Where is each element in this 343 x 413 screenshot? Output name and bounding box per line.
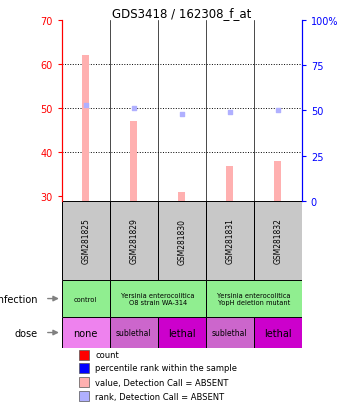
FancyBboxPatch shape [79, 363, 89, 373]
FancyBboxPatch shape [62, 280, 110, 317]
Text: sublethal: sublethal [212, 328, 248, 337]
FancyBboxPatch shape [110, 202, 158, 280]
Bar [82, 56, 89, 202]
Bar [226, 166, 233, 202]
Text: lethal: lethal [264, 328, 292, 338]
FancyBboxPatch shape [110, 317, 158, 348]
FancyBboxPatch shape [254, 202, 302, 280]
FancyBboxPatch shape [158, 317, 206, 348]
Text: GSM281832: GSM281832 [273, 218, 282, 264]
Text: percentile rank within the sample: percentile rank within the sample [95, 363, 237, 373]
FancyBboxPatch shape [206, 280, 302, 317]
Bar [274, 162, 281, 202]
Text: none: none [73, 328, 98, 338]
Text: lethal: lethal [168, 328, 196, 338]
Bar [178, 192, 185, 202]
Bar [130, 122, 137, 202]
FancyBboxPatch shape [62, 317, 110, 348]
Point [275, 108, 281, 114]
Text: Yersinia enterocolitica
YopH deletion mutant: Yersinia enterocolitica YopH deletion mu… [217, 292, 291, 305]
FancyBboxPatch shape [79, 377, 89, 387]
Text: value, Detection Call = ABSENT: value, Detection Call = ABSENT [95, 377, 229, 387]
Text: Yersinia enterocolitica
O8 strain WA-314: Yersinia enterocolitica O8 strain WA-314 [121, 292, 194, 305]
Text: count: count [95, 351, 119, 360]
FancyBboxPatch shape [206, 202, 254, 280]
Text: GSM281825: GSM281825 [81, 218, 90, 264]
Point [227, 109, 233, 116]
Text: dose: dose [15, 328, 38, 338]
Text: GSM281830: GSM281830 [177, 218, 186, 264]
FancyBboxPatch shape [206, 317, 254, 348]
FancyBboxPatch shape [254, 317, 302, 348]
FancyBboxPatch shape [79, 350, 89, 360]
FancyBboxPatch shape [110, 280, 206, 317]
FancyBboxPatch shape [158, 202, 206, 280]
FancyBboxPatch shape [79, 391, 89, 401]
Title: GDS3418 / 162308_f_at: GDS3418 / 162308_f_at [112, 7, 251, 19]
Point [131, 106, 137, 112]
Point [83, 102, 88, 109]
Text: control: control [74, 296, 97, 302]
Text: GSM281831: GSM281831 [225, 218, 234, 264]
Text: rank, Detection Call = ABSENT: rank, Detection Call = ABSENT [95, 392, 224, 401]
FancyBboxPatch shape [62, 202, 110, 280]
Point [179, 112, 185, 118]
Text: GSM281829: GSM281829 [129, 218, 138, 264]
Text: sublethal: sublethal [116, 328, 152, 337]
Text: infection: infection [0, 294, 38, 304]
